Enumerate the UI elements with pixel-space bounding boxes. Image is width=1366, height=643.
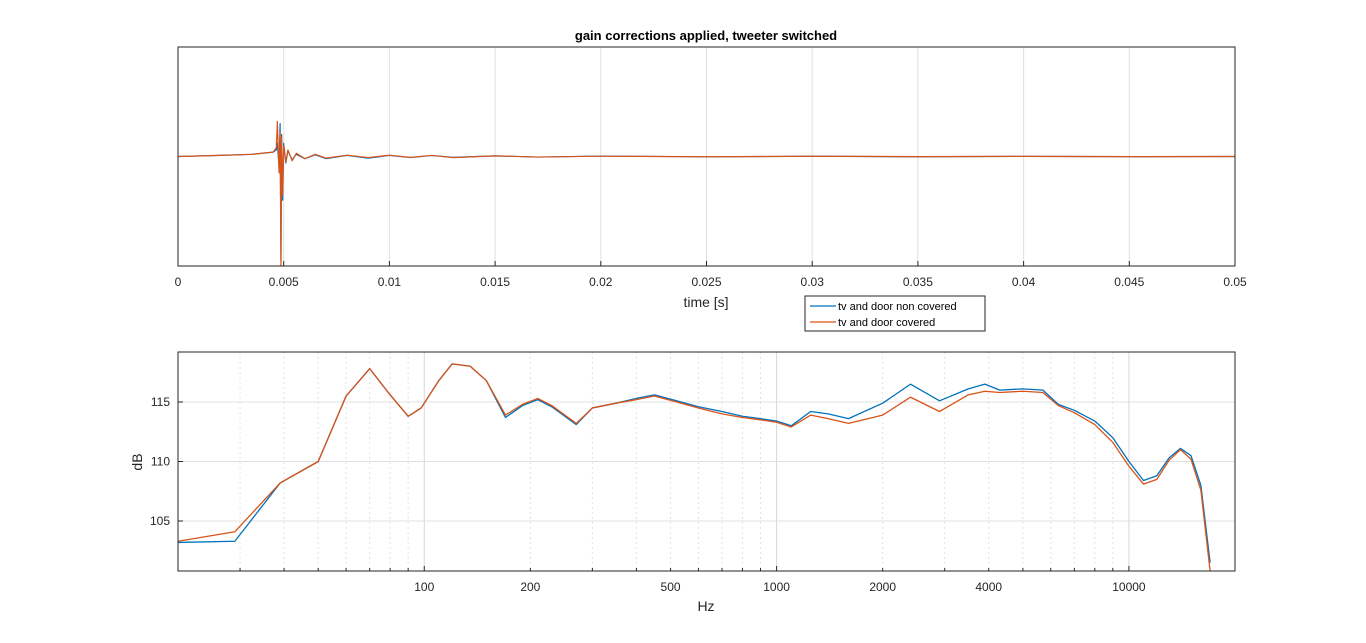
top-x-tick-label: 0.025 [691,275,721,289]
top-x-tick-label: 0.01 [378,275,402,289]
bottom-y-tick-label: 115 [151,395,170,409]
top-x-tick-label: 0 [175,275,182,289]
top-x-tick-label: 0.035 [903,275,933,289]
top-chart-title: gain corrections applied, tweeter switch… [575,28,837,43]
bottom-x-tick-label: 1000 [763,580,790,594]
bottom-x-tick-label: 100 [414,580,434,594]
top-x-tick-label: 0.005 [269,275,299,289]
bottom-grid [178,352,1235,571]
bottom-x-tick-label: 2000 [869,580,896,594]
bottom-x-tick-label: 200 [520,580,540,594]
top-x-tick-label: 0.045 [1114,275,1144,289]
bottom-y-axis-label: dB [129,453,145,470]
bottom-x-tick-label: 10000 [1112,580,1146,594]
legend-label-non-covered: tv and door non covered [838,301,957,313]
bottom-series [178,363,1211,571]
bottom-x-tick-label: 500 [661,580,681,594]
bottom-series-line-covered [178,363,1211,571]
top-x-tick-label: 0.015 [480,275,510,289]
top-x-axis-label: time [s] [683,294,728,310]
top-axes: 0 0.005 0.01 0.015 0.02 0.025 0.03 0.035 0.04 0.0… [175,28,1247,310]
top-x-tick-label: 0.05 [1223,275,1247,289]
top-x-tick-label: 0.03 [801,275,825,289]
top-series-line-covered [177,120,1236,267]
bottom-ticks: 105 110 115 100 200 500 1000 2000 4000 10000 [150,395,1146,594]
legend-label-covered: tv and door covered [838,317,935,329]
legend: tv and door non covered tv and door cove… [804,295,986,332]
top-series [177,120,1236,267]
bottom-x-axis-label: Hz [697,598,714,614]
legend-box [804,295,986,332]
top-x-ticks: 0 0.005 0.01 0.015 0.02 0.025 0.03 0.035 0.04 0.0… [175,261,1247,289]
bottom-y-tick-label: 110 [151,455,170,469]
bottom-axes: 105 110 115 100 200 500 1000 2000 4000 10000 Hz d… [129,351,1236,614]
bottom-x-tick-label: 4000 [975,580,1002,594]
top-x-tick-label: 0.02 [589,275,613,289]
top-x-tick-label: 0.04 [1012,275,1036,289]
bottom-y-tick-label: 105 [150,514,170,528]
